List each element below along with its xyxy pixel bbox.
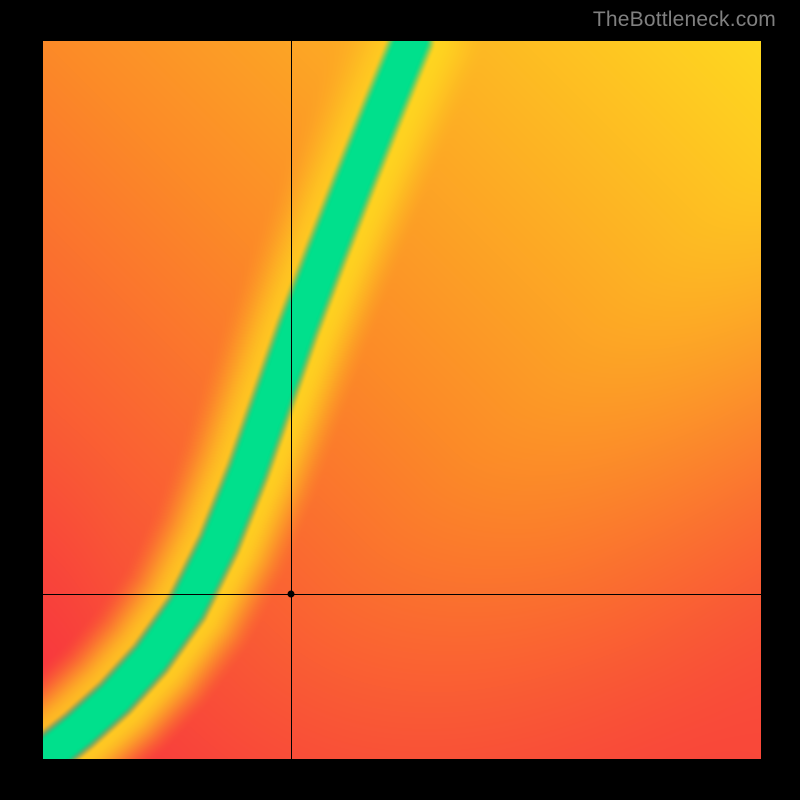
heatmap-plot bbox=[43, 41, 761, 759]
watermark-text: TheBottleneck.com bbox=[593, 8, 776, 32]
crosshair-vertical bbox=[291, 41, 292, 759]
crosshair-horizontal bbox=[43, 594, 761, 595]
crosshair-marker bbox=[287, 590, 294, 597]
heatmap-canvas bbox=[43, 41, 761, 759]
